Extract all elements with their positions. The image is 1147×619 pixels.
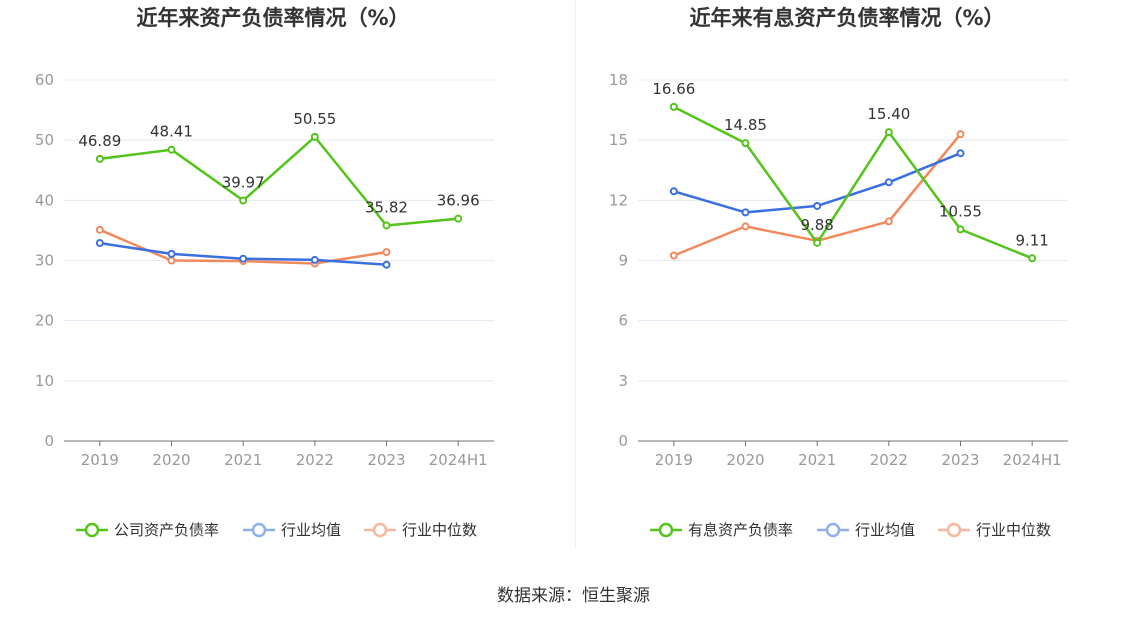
legend-label: 行业均值 xyxy=(281,521,341,539)
data-point[interactable] xyxy=(669,102,678,111)
y-tick-label: 3 xyxy=(618,372,628,390)
data-label: 15.40 xyxy=(867,105,910,123)
data-point[interactable] xyxy=(884,217,893,226)
x-tick-label: 2020 xyxy=(152,451,190,469)
data-point[interactable] xyxy=(669,251,678,260)
data-point[interactable] xyxy=(956,225,965,234)
legend-label: 公司资产负债率 xyxy=(114,521,219,539)
legend-item[interactable]: 行业均值 xyxy=(817,521,915,539)
x-tick-label: 2023 xyxy=(941,451,979,469)
data-point[interactable] xyxy=(310,132,319,141)
data-point[interactable] xyxy=(167,256,176,265)
panel-divider xyxy=(575,0,576,548)
legend-item[interactable]: 行业均值 xyxy=(243,521,341,539)
legend-label: 有息资产负债率 xyxy=(688,521,793,539)
x-tick-label: 2019 xyxy=(81,451,119,469)
legend-item[interactable]: 行业中位数 xyxy=(938,521,1051,539)
legend-marker xyxy=(825,522,841,538)
data-point[interactable] xyxy=(382,248,391,257)
data-point[interactable] xyxy=(741,139,750,148)
y-tick-label: 0 xyxy=(618,432,628,450)
y-tick-label: 6 xyxy=(618,312,628,330)
data-point[interactable] xyxy=(813,238,822,247)
data-label: 9.11 xyxy=(1015,231,1048,249)
data-point[interactable] xyxy=(454,214,463,223)
data-point[interactable] xyxy=(669,187,678,196)
data-label: 9.88 xyxy=(800,216,833,234)
data-point[interactable] xyxy=(239,196,248,205)
y-tick-label: 18 xyxy=(609,71,628,89)
x-tick-label: 2024H1 xyxy=(1003,451,1062,469)
data-point[interactable] xyxy=(956,130,965,139)
x-tick-label: 2024H1 xyxy=(429,451,488,469)
legend-label: 行业均值 xyxy=(855,521,915,539)
series-line xyxy=(99,135,459,227)
data-point[interactable] xyxy=(167,145,176,154)
interest-debt-ratio-chart: 近年来有息资产负债率情况（%） 0 3 6 9 12 15 18 2019 2020 2021 202… xyxy=(574,0,1147,560)
data-point[interactable] xyxy=(95,225,104,234)
legend-marker xyxy=(84,522,100,538)
data-point[interactable] xyxy=(95,239,104,248)
x-tick-label: 2021 xyxy=(798,451,836,469)
y-tick-label: 15 xyxy=(609,131,628,149)
series-line xyxy=(673,105,1033,260)
data-source: 数据来源：恒生聚源 xyxy=(497,586,650,606)
y-tick-label: 9 xyxy=(618,252,628,270)
legend-item[interactable]: 有息资产负债率 xyxy=(650,521,793,539)
y-tick-label: 60 xyxy=(35,71,54,89)
data-point[interactable] xyxy=(884,178,893,187)
data-label: 10.55 xyxy=(939,202,982,220)
y-tick-label: 30 xyxy=(35,252,54,270)
y-tick-label: 50 xyxy=(35,131,54,149)
data-point[interactable] xyxy=(167,249,176,258)
chart-svg: 近年来有息资产负债率情况（%） 0 3 6 9 12 15 18 2019 2020 2021 202… xyxy=(609,6,1068,539)
chart-title: 近年来有息资产负债率情况（%） xyxy=(689,6,1004,30)
debt-ratio-chart: 近年来资产负债率情况（%） 0 10 20 30 40 50 60 2019 2020 2021 20… xyxy=(0,0,573,560)
data-point[interactable] xyxy=(741,208,750,217)
legend-label: 行业中位数 xyxy=(976,521,1051,539)
x-tick-label: 2021 xyxy=(224,451,262,469)
data-label: 46.89 xyxy=(78,132,121,150)
data-point[interactable] xyxy=(382,260,391,269)
legend-item[interactable]: 行业中位数 xyxy=(364,521,477,539)
x-tick-label: 2020 xyxy=(726,451,764,469)
data-label: 36.96 xyxy=(437,192,480,210)
data-label: 39.97 xyxy=(222,174,265,192)
data-point[interactable] xyxy=(95,154,104,163)
data-point[interactable] xyxy=(813,201,822,210)
chart-svg: 近年来资产负债率情况（%） 0 10 20 30 40 50 60 2019 2020 2021 20… xyxy=(35,6,494,539)
legend-marker xyxy=(946,522,962,538)
data-point[interactable] xyxy=(1028,254,1037,263)
y-tick-label: 0 xyxy=(44,432,54,450)
x-tick-label: 2023 xyxy=(367,451,405,469)
data-label: 48.41 xyxy=(150,123,193,141)
legend-marker xyxy=(251,522,267,538)
legend-label: 行业中位数 xyxy=(402,521,477,539)
data-label: 50.55 xyxy=(293,110,336,128)
chart-title: 近年来资产负债率情况（%） xyxy=(136,6,409,30)
data-point[interactable] xyxy=(741,222,750,231)
data-point[interactable] xyxy=(956,149,965,158)
legend-marker xyxy=(658,522,674,538)
y-tick-label: 20 xyxy=(35,312,54,330)
legend-item[interactable]: 公司资产负债率 xyxy=(76,521,219,539)
x-tick-label: 2019 xyxy=(655,451,693,469)
x-tick-label: 2022 xyxy=(296,451,334,469)
y-tick-label: 12 xyxy=(609,191,628,209)
data-label: 14.85 xyxy=(724,116,767,134)
y-tick-label: 10 xyxy=(35,372,54,390)
data-point[interactable] xyxy=(239,254,248,263)
y-tick-label: 40 xyxy=(35,191,54,209)
data-point[interactable] xyxy=(382,221,391,230)
x-tick-label: 2022 xyxy=(870,451,908,469)
data-point[interactable] xyxy=(884,128,893,137)
data-label: 35.82 xyxy=(365,198,408,216)
legend-marker xyxy=(372,522,388,538)
data-label: 16.66 xyxy=(652,80,695,98)
data-point[interactable] xyxy=(310,255,319,264)
